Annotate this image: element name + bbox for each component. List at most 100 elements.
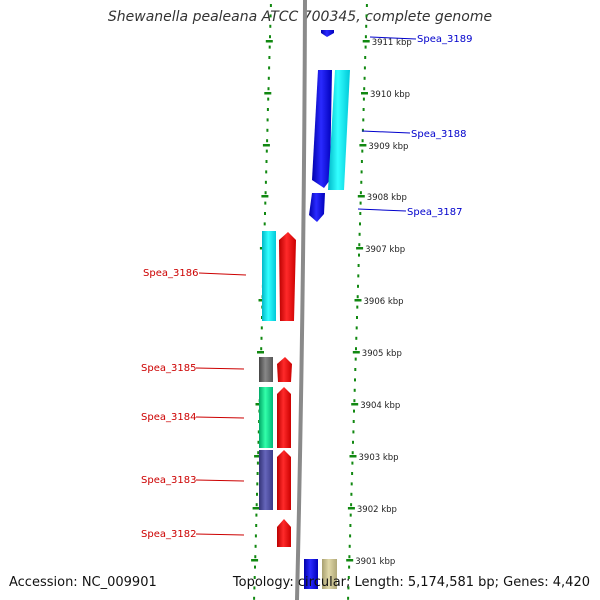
tick-dot [353, 409, 355, 413]
scale-label: 3905 kbp [362, 349, 402, 359]
tick-dot [365, 24, 368, 28]
tick-dot [269, 24, 272, 28]
gene-spea-3188-cyan[interactable] [328, 70, 350, 190]
leader-spea-3186 [198, 272, 247, 276]
leader-spea-3182 [195, 533, 245, 536]
gene-spea-3184-red[interactable] [277, 387, 291, 448]
tick-dot [352, 440, 354, 444]
scale-label: 3908 kbp [367, 193, 407, 203]
gene-spea-3183-slate[interactable] [259, 450, 273, 510]
tick-dot [365, 4, 368, 7]
gene-bottom-khaki[interactable] [322, 559, 337, 589]
tick-dot [264, 212, 266, 215]
tick-dot [351, 472, 354, 475]
major-tick [257, 351, 264, 354]
label-spea-3182[interactable]: Spea_3182 [141, 529, 196, 540]
tick-dot [264, 191, 267, 195]
label-spea-3187[interactable]: Spea_3187 [407, 207, 462, 218]
label-spea-3184[interactable]: Spea_3184 [141, 412, 196, 423]
gene-bottom-blue[interactable] [304, 559, 318, 589]
tick-dot [350, 482, 353, 486]
tick-dot [268, 66, 271, 70]
tick-dot [358, 253, 360, 257]
major-tick [362, 40, 370, 43]
genome-backbone [295, 0, 307, 600]
tick-dot [256, 472, 259, 475]
leader-spea-3187 [357, 208, 407, 212]
topology-label: Topology: circular; Length: 5,174,581 bp… [232, 575, 590, 590]
label-spea-3186[interactable]: Spea_3186 [143, 268, 198, 279]
major-tick [264, 92, 272, 95]
tick-dot [268, 56, 271, 59]
gene-spea-3188-blue[interactable] [312, 70, 332, 188]
tick-dot [359, 212, 362, 215]
major-tick [361, 92, 368, 95]
tick-dot [359, 201, 362, 205]
tick-dot [356, 305, 359, 309]
tick-dot [352, 430, 355, 434]
tick-dot [265, 149, 268, 153]
tick-dot [254, 534, 257, 538]
tick-dot [257, 430, 260, 434]
tick-dot [363, 87, 366, 91]
tick-dot [260, 347, 263, 351]
label-spea-3183[interactable]: Spea_3183 [141, 475, 196, 486]
tick-dot [355, 326, 358, 330]
scale-label: 3909 kbp [368, 142, 408, 152]
leader-spea-3184 [195, 416, 245, 419]
tick-dot [264, 201, 267, 205]
tick-dot [260, 336, 263, 340]
tick-dot [357, 264, 360, 267]
tick-dot [350, 503, 353, 507]
tick-dot [360, 160, 363, 163]
label-spea-3189[interactable]: Spea_3189 [417, 34, 472, 45]
gene-spea-3186-red[interactable] [279, 232, 296, 321]
gene-spea-3183-red[interactable] [277, 450, 291, 510]
scale-label: 3906 kbp [364, 297, 404, 307]
major-tick [252, 507, 260, 510]
tick-dot [265, 170, 268, 174]
tick-dot [359, 191, 362, 195]
tick-dot [254, 555, 257, 559]
major-tick [262, 144, 270, 147]
tick-dot [256, 492, 258, 496]
label-spea-3188[interactable]: Spea_3188 [411, 129, 466, 140]
gene-spea-3186-cyan[interactable] [262, 231, 276, 321]
tick-dot [253, 596, 256, 600]
leader-spea-3189 [369, 36, 417, 40]
tick-dot [253, 586, 256, 590]
major-tick [261, 195, 269, 198]
tick-dot [361, 128, 364, 132]
tick-dot [360, 170, 363, 174]
label-spea-3185[interactable]: Spea_3185 [141, 363, 196, 374]
gene-spea-3187[interactable] [309, 193, 325, 222]
major-tick [351, 403, 359, 406]
gene-spea-3185-red[interactable] [277, 357, 292, 382]
tick-dot [349, 534, 352, 538]
tick-dot [364, 56, 367, 59]
tick-dot [269, 14, 272, 18]
tick-dot [361, 149, 364, 153]
tick-dot [354, 378, 356, 382]
gene-spea-3185-gray[interactable] [259, 357, 273, 382]
tick-dot [349, 513, 352, 517]
tick-dot [363, 66, 366, 70]
accession-label: Accession: NC_009901 [9, 575, 157, 590]
tick-dot [263, 222, 266, 226]
scale-labels: 3911 kbp 3910 kbp 3909 kbp 3908 kbp 3907 kbp… [355, 38, 412, 567]
major-tick [359, 144, 367, 147]
tick-dot [255, 503, 258, 507]
major-tick [352, 351, 360, 354]
tick-dot [353, 399, 356, 403]
major-tick [357, 195, 365, 198]
gene-spea-3184-green[interactable] [259, 387, 273, 448]
tick-dot [351, 461, 354, 465]
scale-label: 3903 kbp [359, 453, 399, 463]
gene-spea-3189[interactable] [321, 30, 334, 37]
tick-dot [352, 420, 355, 423]
tick-dot [362, 97, 365, 101]
tick-dot [254, 544, 257, 548]
tick-dot [266, 128, 269, 132]
gene-spea-3182-red[interactable] [277, 519, 291, 547]
